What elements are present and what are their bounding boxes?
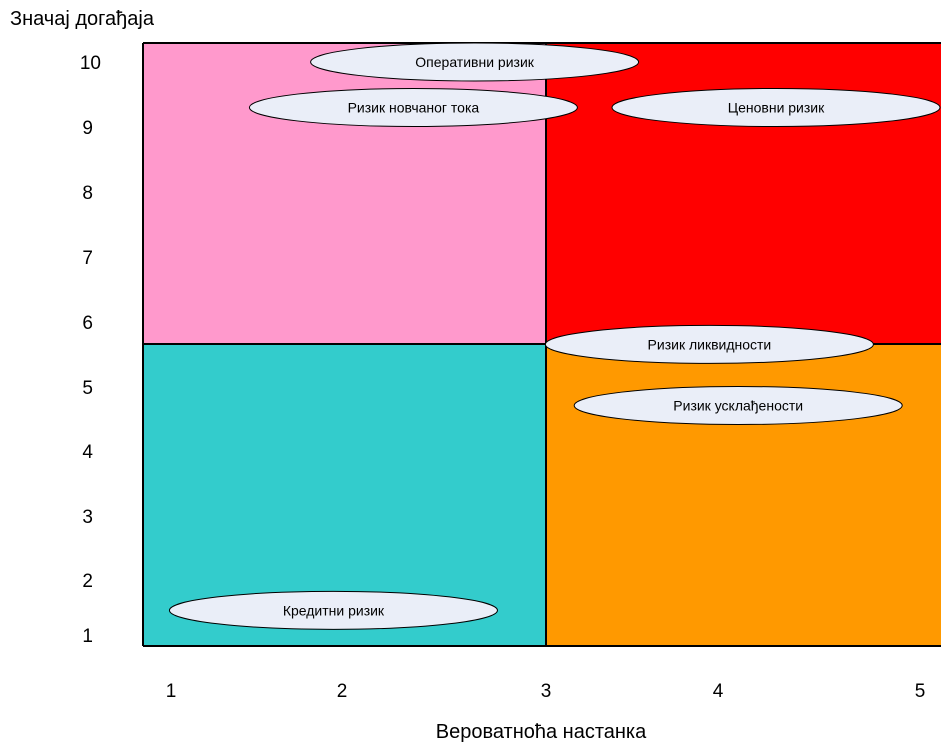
quadrant-top-right (546, 43, 941, 344)
x-tick-label: 4 (713, 681, 724, 702)
risk-point: Ризик новчаног тока (248, 88, 578, 127)
risk-point: Оперативни ризик (310, 42, 640, 82)
risk-point-label: Ризик усклађености (673, 398, 803, 414)
y-tick-label: 2 (82, 571, 93, 592)
x-tick-label: 2 (337, 681, 348, 702)
y-ticks: 10 9 8 7 6 5 4 3 2 1 (80, 53, 101, 647)
x-axis-label: Вероватноћа настанка (436, 721, 647, 742)
y-tick-label: 7 (82, 248, 93, 269)
risk-point-ellipse (611, 88, 941, 127)
risk-point: Кредитни ризик (168, 590, 498, 630)
x-ticks: 1 2 3 4 5 (166, 681, 926, 702)
quadrant-top-left (143, 43, 546, 344)
risk-point-ellipse (168, 590, 498, 630)
y-axis-label: Значај догађаја (10, 8, 155, 30)
risk-point-ellipse (310, 42, 640, 82)
x-tick-label: 3 (541, 681, 552, 702)
y-tick-label: 1 (82, 626, 93, 647)
risk-point-ellipse (248, 88, 578, 127)
y-tick-label: 3 (82, 507, 93, 528)
x-tick-label: 1 (166, 681, 177, 702)
y-tick-label: 10 (80, 53, 101, 74)
risk-point-label: Кредитни ризик (283, 602, 385, 618)
risk-point-label: Ценовни ризик (728, 100, 825, 116)
y-tick-label: 9 (82, 118, 93, 139)
risk-point: Ризик усклађености (573, 386, 903, 425)
risk-points: Оперативни ризик Ризик новчаног тока Ценов… (168, 42, 941, 630)
risk-point-label: Оперативни ризик (415, 54, 534, 70)
y-tick-label: 5 (82, 378, 93, 399)
risk-point-label: Ризик новчаног тока (348, 100, 480, 116)
risk-point-ellipse (573, 386, 903, 425)
y-tick-label: 4 (82, 442, 93, 463)
y-tick-label: 6 (82, 313, 93, 334)
risk-point: Ценовни ризик (611, 88, 941, 127)
y-tick-label: 8 (82, 183, 93, 204)
risk-point-ellipse (544, 324, 874, 364)
risk-point: Ризик ликвидности (544, 324, 874, 364)
risk-point-label: Ризик ликвидности (648, 336, 772, 352)
x-tick-label: 5 (915, 681, 926, 702)
